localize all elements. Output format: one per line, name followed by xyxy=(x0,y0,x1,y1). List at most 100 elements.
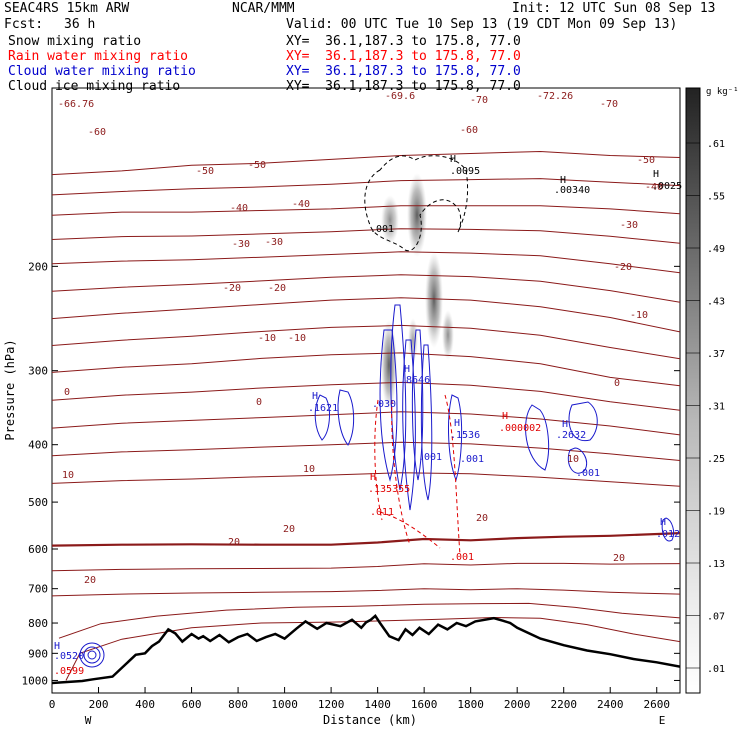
y-tick-label: 500 xyxy=(28,496,48,509)
x-tick-label: 1200 xyxy=(318,698,345,711)
svg-text:20: 20 xyxy=(613,553,625,564)
svg-text:-30: -30 xyxy=(620,220,638,231)
org-name: NCAR/MMM xyxy=(232,1,295,16)
svg-text:.8646: .8646 xyxy=(400,375,430,386)
colorbar-tick-label: .13 xyxy=(707,559,725,570)
svg-text:.000002: .000002 xyxy=(499,423,541,434)
x-tick-label: 2200 xyxy=(550,698,577,711)
svg-text:-40: -40 xyxy=(230,203,248,214)
isotherm-10 xyxy=(52,588,680,597)
x-tick-label: 1000 xyxy=(271,698,298,711)
x-tick-label: 800 xyxy=(228,698,248,711)
isotherm--40 xyxy=(52,297,680,333)
x-tick-label: 2000 xyxy=(504,698,531,711)
svg-text:H: H xyxy=(454,418,460,429)
y-tick-label: 900 xyxy=(28,647,48,660)
isotherm-intermediate xyxy=(52,274,680,303)
colorbar-tick-label: .25 xyxy=(707,454,725,465)
colorbar-tick-label: .19 xyxy=(707,507,725,518)
rain-water-contours xyxy=(374,394,461,556)
valid-time: Valid: 00 UTC Tue 10 Sep 13 (19 CDT Mon … xyxy=(286,17,678,32)
isotherm--30 xyxy=(52,352,680,387)
isotherm-intermediate xyxy=(52,228,680,244)
svg-text:.0025: .0025 xyxy=(652,181,682,192)
field-cloud-water-xy: XY= 36.1,187.3 to 175.8, 77.0 xyxy=(286,64,521,79)
isotherm--20 xyxy=(52,411,680,436)
svg-text:H: H xyxy=(660,517,666,528)
svg-text:.0599: .0599 xyxy=(54,666,84,677)
x-tick-label: 1400 xyxy=(364,698,391,711)
y-tick-label: 800 xyxy=(28,617,48,630)
x-tick-label: 400 xyxy=(135,698,155,711)
svg-text:-66.76: -66.76 xyxy=(58,99,94,110)
svg-text:-10: -10 xyxy=(258,333,276,344)
svg-text:.1621: .1621 xyxy=(308,403,338,414)
isotherm-intermediate xyxy=(58,602,680,639)
y-tick-label: 1000 xyxy=(22,674,49,687)
svg-text:20: 20 xyxy=(283,524,295,535)
field-cloud-ice: Cloud ice mixing ratio xyxy=(8,79,181,94)
svg-text:.012: .012 xyxy=(656,529,680,540)
x-tick-label: 2400 xyxy=(597,698,624,711)
svg-text:20: 20 xyxy=(476,513,488,524)
svg-text:H: H xyxy=(370,472,376,483)
svg-text:.2632: .2632 xyxy=(556,430,586,441)
svg-text:.0095: .0095 xyxy=(450,166,480,177)
colorbar: .61 .55 .49 .43 .37 .31 .25 .19 .13 .07 .01 g kg⁻¹ xyxy=(685,87,739,694)
svg-text:H: H xyxy=(312,391,318,402)
svg-text:0: 0 xyxy=(614,378,620,389)
field-cloud-water: Cloud water mixing ratio xyxy=(8,64,196,79)
x-tick-label: 200 xyxy=(89,698,109,711)
svg-text:-10: -10 xyxy=(630,310,648,321)
model-name: SEAC4RS 15km ARW xyxy=(4,1,130,16)
svg-text:10: 10 xyxy=(62,470,74,481)
colorbar-tick-label: .61 xyxy=(707,139,725,150)
field-snow-xy: XY= 36.1,187.3 to 175.8, 77.0 xyxy=(286,34,521,49)
fcst-value: 36 h xyxy=(64,17,96,32)
field-rain: Rain water mixing ratio xyxy=(8,49,189,64)
svg-text:.001: .001 xyxy=(418,452,442,463)
svg-text:-30: -30 xyxy=(232,239,250,250)
isotherm-intermediate xyxy=(52,441,680,461)
colorbar-tick-label: .01 xyxy=(707,664,725,675)
svg-text:H: H xyxy=(502,411,508,422)
svg-text:-20: -20 xyxy=(268,283,286,294)
field-rain-xy: XY= 36.1,187.3 to 175.8, 77.0 xyxy=(286,49,521,64)
svg-text:-70: -70 xyxy=(600,99,618,110)
x-tick-label: 0 xyxy=(49,698,56,711)
svg-text:.030: .030 xyxy=(372,399,396,410)
field-snow: Snow mixing ratio xyxy=(8,34,142,49)
y-tick-label: 200 xyxy=(28,260,48,273)
svg-text:-50: -50 xyxy=(248,160,266,171)
svg-text:-20: -20 xyxy=(223,283,241,294)
svg-text:-10: -10 xyxy=(288,333,306,344)
svg-text:H: H xyxy=(54,641,60,652)
isotherm-intermediate xyxy=(52,324,680,360)
y-tick-label: 700 xyxy=(28,583,48,596)
svg-text:0: 0 xyxy=(64,387,70,398)
isotherm--50 xyxy=(52,251,680,274)
colorbar-tick-label: .49 xyxy=(707,244,725,255)
svg-text:.001: .001 xyxy=(460,454,484,465)
svg-text:-60: -60 xyxy=(88,127,106,138)
terrain-line xyxy=(52,614,680,685)
svg-text:H: H xyxy=(404,364,410,375)
svg-text:-72.26: -72.26 xyxy=(537,91,573,102)
isotherm--70 xyxy=(52,150,680,176)
colorbar-tick-label: .07 xyxy=(707,612,725,623)
field-cloud-ice-xy: XY= 36.1,187.3 to 175.8, 77.0 xyxy=(286,79,521,94)
temperature-isotherms xyxy=(52,150,680,681)
isotherm-0 xyxy=(52,532,680,547)
svg-text:.001: .001 xyxy=(576,468,600,479)
isotherm-intermediate xyxy=(52,178,680,196)
isotherm--60 xyxy=(52,205,680,216)
svg-text:-40: -40 xyxy=(645,182,663,193)
svg-text:.00340: .00340 xyxy=(554,185,590,196)
y-tick-label: 600 xyxy=(28,543,48,556)
svg-text:H: H xyxy=(560,175,566,186)
x-tick-label: 1600 xyxy=(411,698,438,711)
x-tick-label: 1800 xyxy=(457,698,484,711)
svg-text:10: 10 xyxy=(303,464,315,475)
init-time: Init: 12 UTC Sun 08 Sep 13 xyxy=(512,1,716,16)
